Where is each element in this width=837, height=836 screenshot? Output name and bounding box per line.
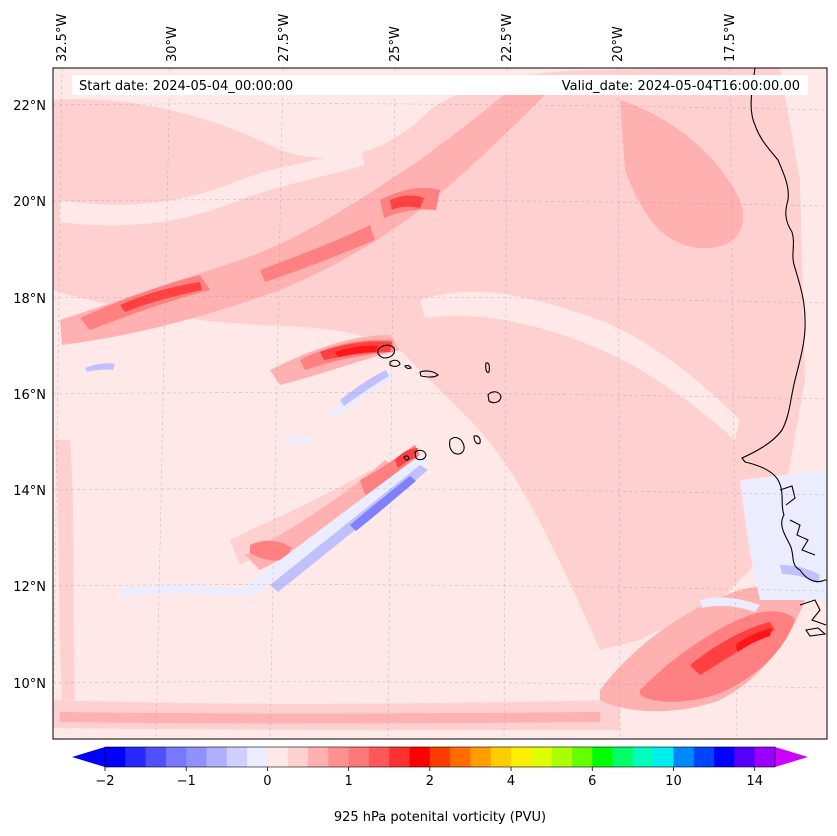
colorbar-outline: [104, 746, 776, 768]
colorbar-cell: [368, 747, 390, 767]
colorbar-cells: [105, 747, 776, 767]
colorbar-tick-label: 14: [746, 774, 763, 789]
colorbar-extend-low: [72, 747, 105, 767]
island-santo-antao: [377, 344, 396, 359]
colorbar-tick-label: −1: [177, 774, 196, 789]
coastline-inlet-2: [799, 599, 827, 637]
island-boa-vista: [487, 391, 502, 404]
map-panel: [53, 68, 827, 739]
pv-contour-negative-strong: [350, 476, 416, 531]
island-santa-luzia: [404, 365, 412, 369]
colorbar-cell: [267, 747, 289, 767]
colorbar-cell: [429, 747, 451, 767]
colorbar-cell: [348, 747, 370, 767]
colorbar-cell: [592, 747, 614, 767]
colorbar-tick-label: 2: [426, 774, 434, 789]
colorbar-cell: [389, 747, 411, 767]
colorbar-cell: [612, 747, 634, 767]
colorbar-cell: [470, 747, 492, 767]
lon-label-30w: 30°W: [165, 26, 180, 62]
colorbar-tick-label: 6: [588, 774, 596, 789]
colorbar-cell: [531, 747, 553, 767]
latitude-labels: 22°N 20°N 18°N 16°N 14°N 12°N 10°N: [13, 99, 46, 692]
lon-label-17.5w: 17.5°W: [723, 14, 738, 62]
colorbar-cell: [511, 747, 532, 767]
annotation-background: [72, 75, 808, 95]
lon-label-27.5w: 27.5°W: [277, 14, 292, 62]
island-outlines: [377, 344, 502, 461]
lat-label-12n: 12°N: [13, 580, 46, 595]
pv-contour-negative-light: [120, 370, 827, 612]
coastline-inlet-1: [789, 519, 816, 556]
island-santiago: [449, 437, 465, 455]
lat-label-20n: 20°N: [13, 195, 46, 210]
lon-label-25w: 25°W: [388, 26, 403, 62]
lon-label-20w: 20°W: [611, 26, 626, 62]
african-coastline: [741, 68, 827, 583]
island-sal: [485, 362, 490, 374]
lat-label-22n: 22°N: [13, 99, 46, 114]
lat-label-14n: 14°N: [13, 484, 46, 499]
colorbar-cell: [287, 747, 309, 767]
colorbar-tick-label: 10: [665, 774, 682, 789]
colorbar-cell: [409, 747, 431, 767]
island-fogo: [414, 449, 427, 461]
island-sao-nicolau: [419, 370, 439, 378]
colorbar-ticks: −2 −1 0 1 2 4 6 10 14: [95, 767, 763, 789]
lat-label-16n: 16°N: [13, 388, 46, 403]
colorbar-cell: [206, 747, 228, 767]
colorbar-cell: [714, 747, 735, 767]
colorbar-tick-label: −2: [95, 774, 114, 789]
gridlines: [53, 68, 827, 739]
colorbar-cell: [490, 747, 512, 767]
valid-date-label: Valid_date: 2024-05-04T16:00:00.00: [562, 79, 800, 94]
colorbar-cell: [571, 747, 593, 767]
lat-label-18n: 18°N: [13, 292, 46, 307]
island-sao-vicente: [389, 359, 401, 367]
lat-label-10n: 10°N: [13, 677, 46, 692]
map-frame: [52, 67, 828, 740]
colorbar-cell: [734, 747, 756, 767]
colorbar-cell: [632, 747, 654, 767]
coastline-inlet-3: [779, 485, 796, 506]
colorbar-cell: [105, 747, 126, 767]
colorbar-cell: [186, 747, 208, 767]
pv-contour-pale: [60, 150, 740, 440]
colorbar-cell: [125, 747, 147, 767]
colorbar-label: 925 hPa potenital vorticity (PVU): [334, 810, 546, 825]
colorbar: −2 −1 0 1 2 4 6 10 14 925 hPa potenital vorticit…: [72, 746, 808, 825]
lon-label-22.5w: 22.5°W: [500, 14, 515, 62]
colorbar-cell: [450, 747, 472, 767]
colorbar-extend-high: [775, 747, 808, 767]
colorbar-cell: [653, 747, 675, 767]
pv-contour-peak: [335, 345, 772, 652]
colorbar-cell: [308, 747, 329, 767]
colorbar-cell: [165, 747, 187, 767]
colorbar-cell: [754, 747, 776, 767]
colorbar-tick-label: 0: [263, 774, 271, 789]
colorbar-cell: [673, 747, 695, 767]
start-date-label: Start date: 2024-05-04_00:00:00: [79, 79, 293, 94]
colorbar-cell: [551, 747, 573, 767]
colorbar-cell: [693, 747, 715, 767]
colorbar-cell: [226, 747, 248, 767]
island-brava: [403, 455, 410, 461]
colorbar-cell: [328, 747, 350, 767]
island-maio: [473, 435, 481, 445]
lon-label-32.5w: 32.5°W: [55, 14, 70, 62]
longitude-labels: 32.5°W 30°W 27.5°W 25°W 22.5°W 20°W 17.5…: [55, 14, 738, 62]
colorbar-tick-label: 4: [507, 774, 515, 789]
colorbar-cell: [145, 747, 167, 767]
colorbar-tick-label: 1: [344, 774, 352, 789]
colorbar-cell: [247, 747, 269, 767]
